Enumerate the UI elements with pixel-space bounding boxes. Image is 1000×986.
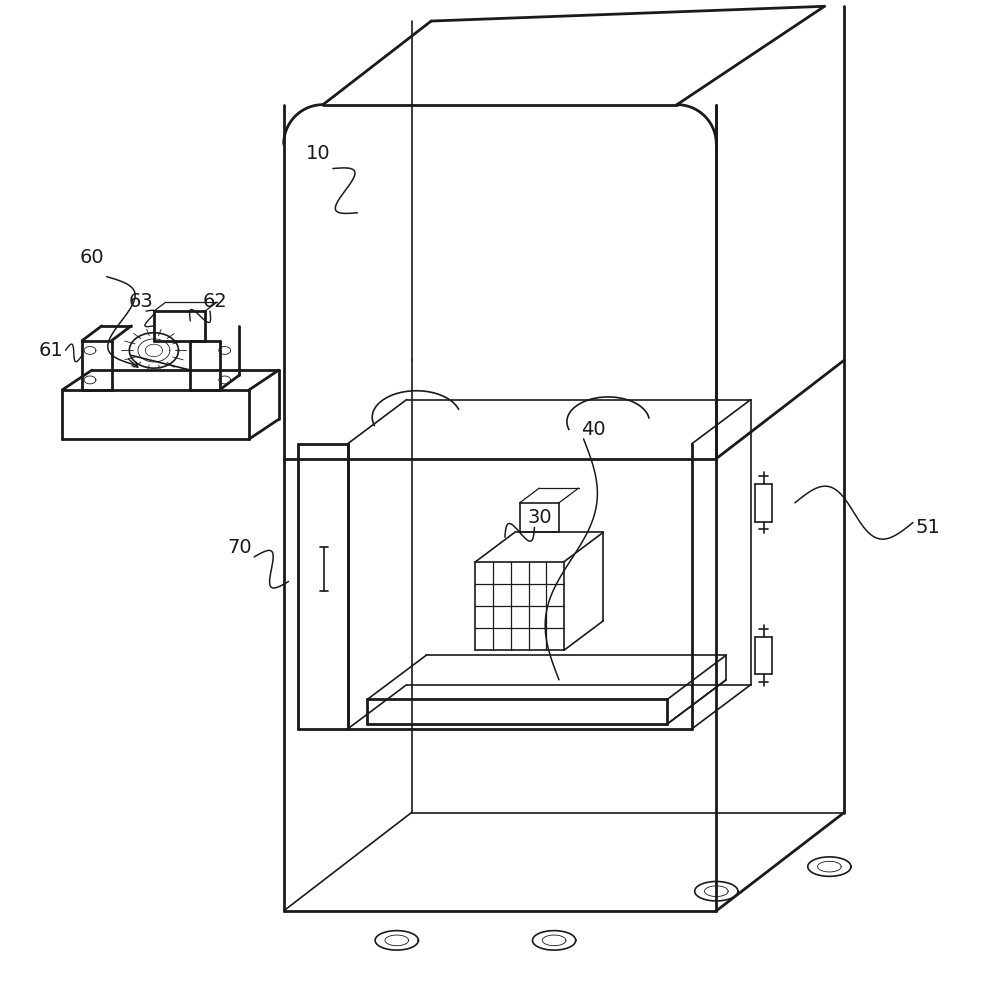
Text: 30: 30 — [527, 508, 552, 528]
Text: 61: 61 — [38, 341, 63, 360]
Text: 63: 63 — [129, 292, 153, 311]
Text: 70: 70 — [227, 537, 252, 556]
Text: 60: 60 — [80, 247, 104, 266]
Text: 10: 10 — [306, 144, 330, 164]
Text: 51: 51 — [915, 518, 940, 537]
Text: 62: 62 — [202, 292, 227, 311]
Text: 40: 40 — [581, 420, 606, 439]
